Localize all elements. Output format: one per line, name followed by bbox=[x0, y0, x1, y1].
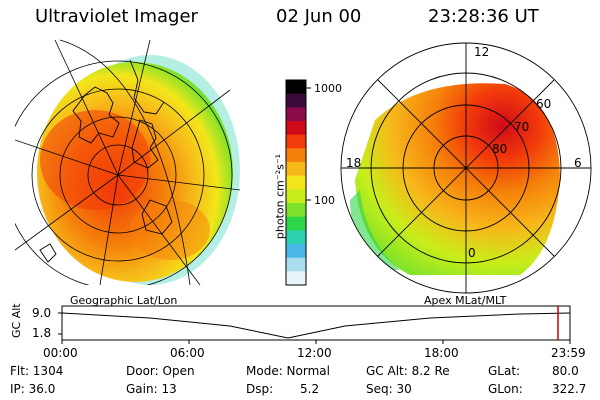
colorbar-band bbox=[286, 244, 306, 259]
colorbar-band bbox=[286, 121, 306, 136]
xtick-2359: 23:59 bbox=[551, 346, 586, 360]
gc-altitude: GC Alt: 8.2 Re bbox=[366, 364, 450, 378]
door-status: Door: Open bbox=[126, 364, 195, 378]
date-label: 02 Jun 00 bbox=[276, 6, 362, 27]
instrument-title: Ultraviolet Imager bbox=[35, 6, 198, 27]
left-panel-caption: Geographic Lat/Lon bbox=[70, 294, 178, 307]
mlat-label-80: 80 bbox=[492, 142, 508, 156]
glon-value: 322.7 bbox=[552, 382, 587, 396]
dsp-label: Dsp: bbox=[246, 382, 274, 396]
colorbar-tick-100: 100 bbox=[314, 194, 335, 207]
gain-value: Gain: 13 bbox=[126, 382, 177, 396]
xtick-1800: 18:00 bbox=[424, 346, 459, 360]
glat-label: GLat: bbox=[488, 364, 521, 378]
colorbar-band bbox=[286, 107, 306, 122]
sequence-value: Seq: 30 bbox=[366, 382, 412, 396]
mlt-label-0: 0 bbox=[468, 246, 476, 260]
mlt-label-12: 12 bbox=[474, 45, 490, 59]
dsp-value: 5.2 bbox=[300, 382, 320, 396]
mlt-label-18: 18 bbox=[346, 156, 362, 170]
altitude-ylabel: GC Alt bbox=[10, 303, 23, 338]
flight-number: Flt: 1304 bbox=[10, 364, 64, 378]
mlat-label-60: 60 bbox=[536, 97, 552, 111]
colorbar-band bbox=[286, 216, 306, 231]
colorbar-band bbox=[286, 162, 306, 177]
ip-value: IP: 36.0 bbox=[10, 382, 56, 396]
xtick-1200: 12:00 bbox=[297, 346, 332, 360]
colorbar-band bbox=[286, 148, 306, 163]
mode-value: Mode: Normal bbox=[246, 364, 330, 378]
colorbar-tick-1000: 1000 bbox=[314, 82, 342, 95]
altitude-ytick-9: 9.0 bbox=[32, 306, 52, 320]
xtick-0600: 06:00 bbox=[170, 346, 205, 360]
colorbar-band bbox=[286, 257, 306, 272]
right-panel-caption: Apex MLat/MLT bbox=[424, 294, 507, 307]
colorbar-band bbox=[286, 203, 306, 218]
mlt-label-6: 6 bbox=[574, 156, 582, 170]
xtick-0000: 00:00 bbox=[43, 346, 78, 360]
mlat-label-70: 70 bbox=[514, 120, 530, 134]
colorbar-band bbox=[286, 80, 306, 95]
colorbar-band bbox=[286, 134, 306, 149]
time-label: 23:28:36 UT bbox=[428, 6, 539, 27]
glat-value: 80.0 bbox=[552, 364, 579, 378]
colorbar-band bbox=[286, 175, 306, 190]
colorbar-band bbox=[286, 189, 306, 204]
colorbar-band bbox=[286, 230, 306, 245]
colorbar-band bbox=[286, 93, 306, 108]
colorbar-band bbox=[286, 271, 306, 286]
glon-label: GLon: bbox=[488, 382, 523, 396]
altitude-ytick-1: 1.8 bbox=[32, 326, 52, 340]
